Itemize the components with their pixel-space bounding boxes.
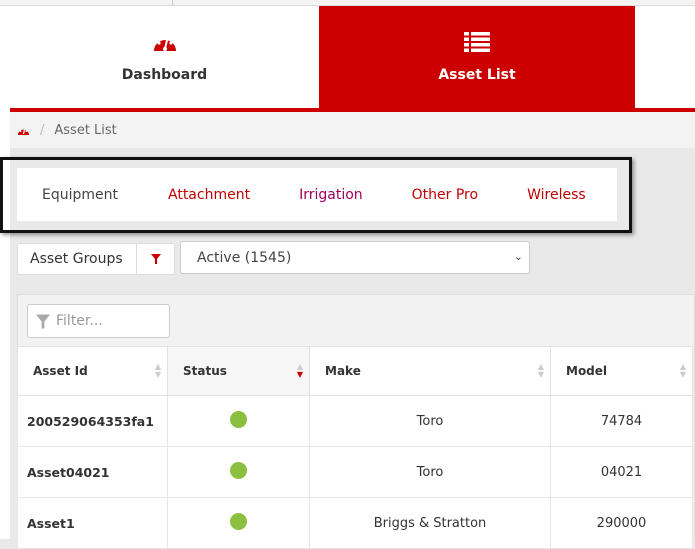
column-header-model[interactable]: Model ▲ ▼ — [550, 346, 693, 396]
column-label: Status — [183, 364, 227, 378]
asset-groups-button[interactable]: Asset Groups — [17, 243, 175, 275]
category-tab-other-pro[interactable]: Other Pro — [411, 186, 479, 203]
model-cell: 04021 — [550, 446, 693, 498]
table-row[interactable]: 200529064353fa1 Toro 74784 — [17, 395, 693, 447]
model-cell: 74784 — [550, 395, 693, 447]
column-header-make[interactable]: Make ▲ ▼ — [309, 346, 551, 396]
breadcrumb-current: Asset List — [54, 122, 117, 138]
asset-table: Asset Id ▲ ▼ Status ▲ ▼ Make ▲ ▼ Model ▲ ▼ 20052… — [17, 346, 693, 549]
make-cell: Toro — [309, 395, 551, 447]
status-active-indicator — [230, 512, 247, 530]
sort-desc-icon[interactable]: ▲ ▼ — [296, 362, 303, 379]
breadcrumb-separator: / — [40, 122, 45, 138]
status-cell — [167, 395, 310, 447]
sort-icon[interactable]: ▲ ▼ — [154, 362, 161, 379]
tab-label: Dashboard — [121, 67, 208, 83]
dashboard-gauge-icon — [153, 36, 176, 51]
dashboard-gauge-icon[interactable] — [17, 125, 30, 136]
asset-id-cell[interactable]: Asset04021 — [17, 446, 168, 498]
category-tab-attachment[interactable]: Attachment — [168, 186, 251, 203]
column-label: Model — [566, 364, 608, 378]
category-tab-equipment[interactable]: Equipment — [42, 186, 118, 203]
tab-label: Asset List — [438, 67, 516, 83]
status-select[interactable]: Active (1545) ⌄ — [180, 241, 530, 274]
column-label: Make — [325, 364, 361, 378]
filter-placeholder: Filter... — [56, 313, 103, 329]
breadcrumb: / Asset List — [10, 112, 695, 148]
filter-input[interactable]: Filter... — [27, 304, 170, 338]
model-cell: 290000 — [550, 497, 693, 549]
main-nav: Dashboard Asset List — [10, 6, 695, 112]
table-row[interactable]: Asset1 Briggs & Stratton 290000 — [17, 497, 693, 549]
top-strip — [0, 0, 695, 6]
column-label: Asset Id — [33, 364, 88, 378]
column-header-status[interactable]: Status ▲ ▼ — [167, 346, 310, 396]
list-icon — [464, 32, 490, 52]
status-active-indicator — [230, 410, 247, 428]
status-cell — [167, 446, 310, 498]
chevron-down-icon: ⌄ — [513, 250, 523, 263]
category-tab-irrigation[interactable]: Irrigation — [299, 186, 363, 203]
sort-icon[interactable]: ▲ ▼ — [537, 362, 544, 379]
left-margin — [0, 6, 10, 539]
asset-groups-label: Asset Groups — [18, 244, 137, 274]
highlight-frame — [0, 157, 632, 233]
filter-icon[interactable] — [137, 244, 174, 274]
tab-asset-list[interactable]: Asset List — [319, 6, 635, 108]
table-row[interactable]: Asset04021 Toro 04021 — [17, 446, 693, 498]
category-tabs: Equipment Attachment Irrigation Other Pr… — [17, 168, 617, 221]
make-cell: Toro — [309, 446, 551, 498]
status-select-value: Active (1545) — [197, 249, 292, 266]
tab-dashboard[interactable]: Dashboard — [10, 6, 319, 108]
category-tab-wireless[interactable]: Wireless — [527, 186, 586, 203]
sort-icon[interactable]: ▲ ▼ — [679, 362, 686, 379]
asset-id-cell[interactable]: Asset1 — [17, 497, 168, 549]
column-header-asset-id[interactable]: Asset Id ▲ ▼ — [17, 346, 168, 396]
status-cell — [167, 497, 310, 549]
make-cell: Briggs & Stratton — [309, 497, 551, 549]
filter-icon — [36, 314, 50, 328]
asset-id-cell[interactable]: 200529064353fa1 — [17, 395, 168, 447]
status-active-indicator — [230, 461, 247, 479]
